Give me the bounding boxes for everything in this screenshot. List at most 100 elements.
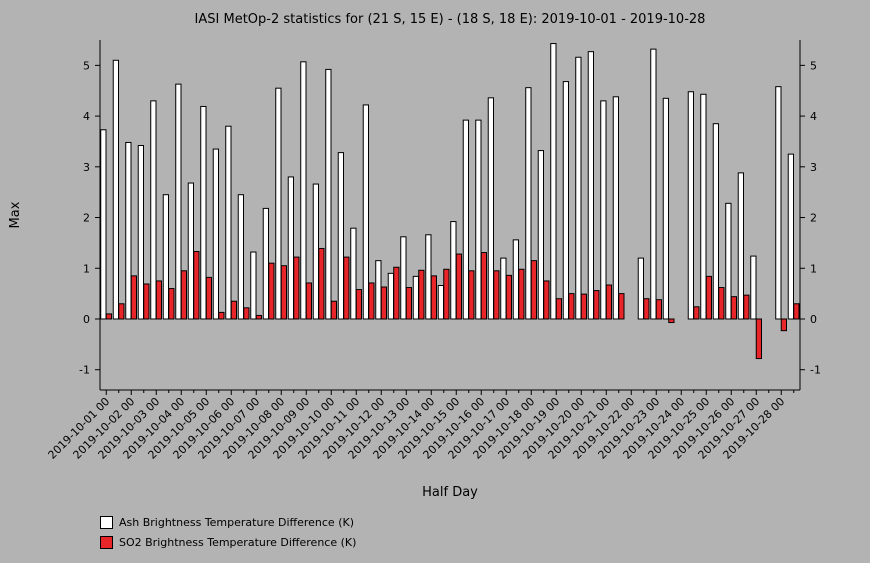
so2-bar (243, 307, 250, 320)
ash-bar (750, 255, 757, 320)
ash-bar (725, 202, 732, 320)
ash-bar (287, 176, 294, 320)
so2-bar (143, 283, 150, 320)
so2-bar (730, 296, 737, 320)
y-tick-label-right: 5 (810, 59, 817, 72)
so2-bar (505, 274, 512, 320)
ash-bar (162, 194, 169, 320)
so2-bar (380, 286, 387, 320)
so2-bar (443, 268, 450, 320)
ash-bar (425, 234, 432, 320)
so2-bar (255, 314, 262, 320)
ash-bar (150, 100, 157, 320)
legend-label-so2: SO2 Brightness Temperature Difference (K… (119, 535, 357, 549)
so2-bar (393, 266, 400, 320)
y-tick-label-right: 4 (810, 110, 817, 123)
ash-bar (137, 145, 144, 320)
so2-bar (705, 275, 712, 320)
legend-item-ash: Ash Brightness Temperature Difference (K… (100, 512, 356, 532)
ash-bar (587, 51, 594, 320)
legend-label-ash: Ash Brightness Temperature Difference (K… (119, 515, 354, 529)
ash-bar (362, 104, 369, 320)
ash-bar (437, 285, 444, 320)
so2-bar (518, 268, 525, 320)
y-tick-label-left: -1 (79, 364, 90, 377)
so2-bar (193, 251, 200, 320)
ash-bar (737, 172, 744, 320)
y-tick-label-right: -1 (810, 364, 821, 377)
y-tick-label-left: 1 (83, 262, 90, 275)
ash-bar (462, 119, 469, 320)
ash-bar (575, 56, 582, 320)
so2-bar (530, 260, 537, 320)
so2-bar (743, 294, 750, 320)
ash-bar (512, 239, 519, 320)
y-axis-label: Max (8, 201, 23, 228)
ash-bar (212, 148, 219, 320)
y-tick-label-left: 2 (83, 212, 90, 225)
so2-bar (368, 282, 375, 320)
ash-bar (200, 105, 207, 320)
so2-bar (568, 293, 575, 320)
so2-bar (468, 270, 475, 320)
so2-bar (455, 253, 462, 320)
ash-bar (712, 123, 719, 320)
ash-bar (412, 275, 419, 320)
so2-bar (355, 289, 362, 320)
ash-bar (350, 227, 357, 320)
so2-bar (430, 275, 437, 320)
so2-bar (118, 303, 125, 320)
ash-bar (250, 251, 257, 320)
ash-bar (787, 153, 794, 320)
ash-bar (775, 86, 782, 320)
ash-bar (687, 91, 694, 320)
ash-bar (500, 257, 507, 320)
ash-bar (312, 183, 319, 320)
ash-bar (637, 257, 644, 320)
so2-bar (555, 298, 562, 320)
so2-bar (155, 280, 162, 320)
so2-bar (180, 270, 187, 320)
so2-bar (755, 318, 762, 360)
so2-bar (343, 256, 350, 320)
ash-bar (112, 59, 119, 320)
ash-bar (237, 194, 244, 320)
so2-bar (405, 287, 412, 320)
ash-bar (487, 97, 494, 320)
ash-bar (475, 119, 482, 320)
x-axis-label: Half Day (422, 485, 478, 500)
legend: Ash Brightness Temperature Difference (K… (100, 512, 356, 552)
ash-bar (612, 96, 619, 320)
legend-item-so2: SO2 Brightness Temperature Difference (K… (100, 532, 356, 552)
ash-bar (662, 97, 669, 320)
so2-bar (168, 288, 175, 320)
ash-bar (525, 87, 532, 320)
ash-bar (562, 81, 569, 320)
ash-bar (175, 83, 182, 320)
y-tick-label-left: 5 (83, 59, 90, 72)
ash-bar (125, 141, 132, 320)
ash-bar (275, 87, 282, 320)
ash-bar (375, 260, 382, 320)
legend-swatch-ash (100, 515, 113, 529)
so2-bar (218, 311, 225, 320)
ash-bar (337, 152, 344, 320)
ash-bar (400, 236, 407, 320)
ash-bar (300, 61, 307, 320)
ash-bar (225, 125, 232, 320)
ash-bar (262, 207, 269, 320)
so2-bar (693, 306, 700, 320)
so2-bar (780, 318, 787, 332)
so2-bar (268, 262, 275, 320)
y-tick-label-right: 3 (810, 161, 817, 174)
ash-bar (450, 221, 457, 320)
so2-bar (330, 300, 337, 320)
so2-bar (580, 293, 587, 320)
ash-bar (100, 129, 107, 320)
so2-bar (643, 298, 650, 320)
y-tick-label-left: 3 (83, 161, 90, 174)
so2-bar (305, 282, 312, 320)
legend-swatch-so2 (100, 535, 113, 549)
